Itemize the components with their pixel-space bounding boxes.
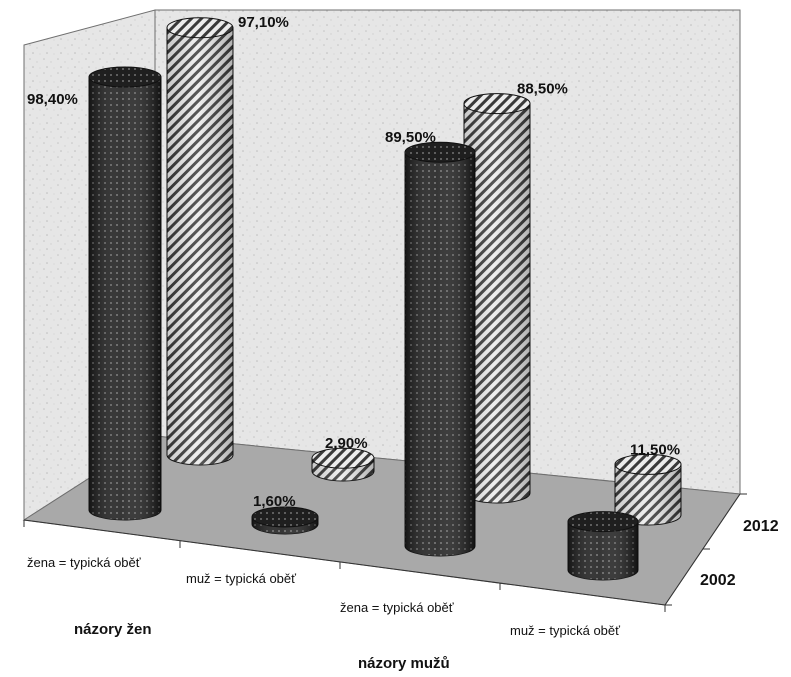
group-label: názory žen: [74, 621, 152, 638]
bar-2012: [614, 453, 682, 526]
bar-2012: [166, 17, 234, 466]
data-label-2002: 98,40%: [27, 91, 78, 108]
data-labels: 97,10% 98,40% 2,90% 1,60% 88,50% 89,50% 11,50%: [27, 14, 680, 510]
bars: [88, 17, 682, 581]
data-label-2012: 2,90%: [325, 435, 368, 452]
category-label: žena = typická oběť: [340, 600, 454, 615]
group-label: názory mužů: [358, 655, 450, 672]
series-label-2012: 2012: [743, 518, 779, 535]
category-label: žena = typická oběť: [27, 555, 141, 570]
bar-2002: [567, 511, 639, 581]
data-label-2002: 89,50%: [385, 129, 436, 146]
data-label-2012: 97,10%: [238, 14, 289, 31]
category-label: muž = typická oběť: [186, 571, 296, 586]
depth-axis-line: [664, 493, 741, 606]
plot-area: [22, 9, 747, 612]
bar-2002: [251, 506, 319, 535]
data-label-2002: 1,60%: [253, 493, 296, 510]
bar-2012: [311, 447, 375, 482]
series-label-2002: 2002: [700, 572, 736, 589]
x-axis-line: [23, 519, 666, 606]
data-label-2012: 88,50%: [517, 81, 568, 98]
bar-2002: [88, 66, 162, 521]
data-label-2012: 11,50%: [630, 441, 680, 458]
bar-2002: [404, 141, 476, 557]
category-label: muž = typická oběť: [510, 623, 620, 638]
axis-ticks: [23, 493, 747, 612]
bar-2012: [463, 93, 531, 504]
